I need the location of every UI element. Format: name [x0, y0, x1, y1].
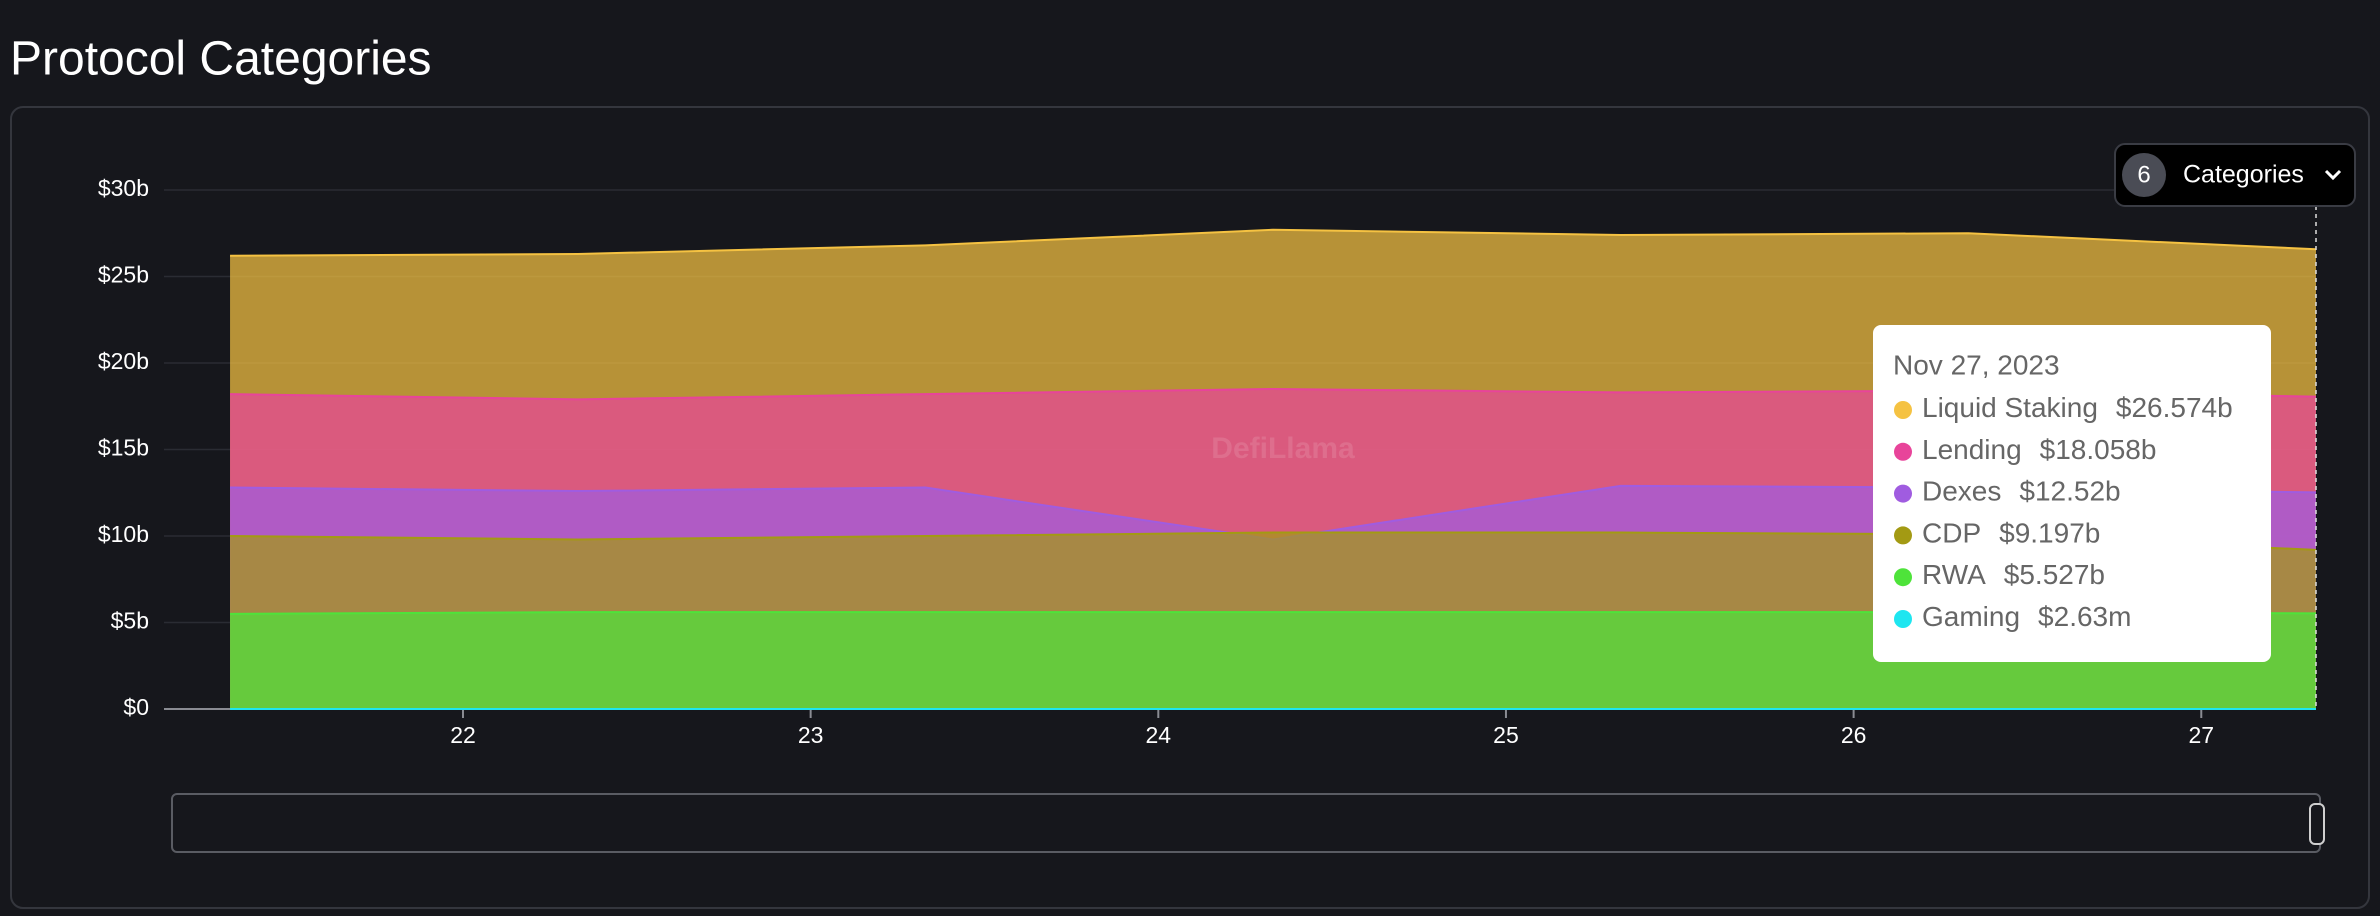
tooltip-item: RWA $5.527b — [1922, 560, 2105, 591]
tooltip-date: Nov 27, 2023 — [1893, 349, 2060, 380]
tooltip-item: Gaming $2.63m — [1922, 601, 2131, 632]
tooltip-name: Liquid Staking — [1922, 392, 2098, 423]
y-tick-label: $30b — [98, 175, 149, 201]
page-title: Protocol Categories — [10, 33, 432, 86]
tooltip-dot — [1894, 442, 1912, 461]
series-area — [230, 612, 2316, 709]
plot: $0 $5b $10b $15b $20b $25b $30b 22 23 24 25 26 27 — [98, 150, 2317, 748]
tooltip-value: $26.574b — [2116, 392, 2233, 423]
tooltip: Nov 27, 2023 Liquid Staking $26.574b Lendi… — [1873, 325, 2271, 662]
tooltip-item: Liquid Staking $26.574b — [1922, 392, 2233, 423]
slider-handle[interactable] — [2309, 803, 2325, 845]
x-tick-label: 24 — [1146, 722, 1172, 748]
panel — [10, 106, 2370, 909]
tooltip-dot — [1894, 610, 1912, 628]
tooltip-box — [1873, 325, 2271, 662]
tooltip-name: Gaming — [1922, 601, 2020, 632]
y-tick-label: $25b — [98, 262, 149, 288]
tooltip-dot — [1894, 484, 1912, 503]
tooltip-item: CDP $9.197b — [1922, 518, 2100, 549]
x-tick-label: 26 — [1841, 722, 1867, 748]
x-tick-label: 23 — [798, 722, 824, 748]
tooltip-dot — [1894, 401, 1912, 419]
count: 6 — [2137, 161, 2150, 188]
tooltip-dot — [1894, 568, 1912, 587]
x-tick-label: 25 — [1493, 722, 1519, 748]
tooltip-name: RWA — [1922, 560, 1986, 591]
x-tick-label: 22 — [450, 722, 476, 748]
tooltip-value: $5.527b — [2004, 560, 2105, 591]
tooltip-name: Dexes — [1922, 476, 2001, 507]
x-tick-label: 27 — [2188, 722, 2214, 748]
tooltip-value: $2.63m — [2038, 601, 2131, 632]
button-label: Categories — [2183, 161, 2304, 189]
watermark: DefiLlama — [1211, 432, 1355, 465]
tooltip-value: $12.52b — [2019, 476, 2120, 507]
button-frame[interactable] — [2114, 143, 2356, 207]
zoom-slider[interactable] — [171, 793, 2321, 853]
tooltip-item: Dexes $12.52b — [1922, 476, 2121, 507]
tooltip-name: CDP — [1922, 518, 1981, 549]
categories-button[interactable]: 6 Categories — [2114, 143, 2356, 207]
tooltip-value: $9.197b — [1999, 518, 2100, 549]
y-tick-label: $20b — [98, 348, 149, 374]
y-tick-label: $10b — [98, 521, 149, 547]
y-tick-label: $15b — [98, 435, 149, 461]
chevron — [2324, 169, 2342, 181]
y-tick-label: $5b — [111, 608, 149, 634]
series-line — [230, 228, 2317, 257]
tooltip-dot — [1894, 526, 1912, 545]
tooltip-item: Lending $18.058b — [1922, 434, 2156, 465]
y-tick-label: $0 — [123, 694, 149, 720]
tooltip-name: Lending — [1922, 434, 2022, 465]
tooltip-value: $18.058b — [2040, 434, 2157, 465]
count-badge — [2122, 153, 2166, 197]
